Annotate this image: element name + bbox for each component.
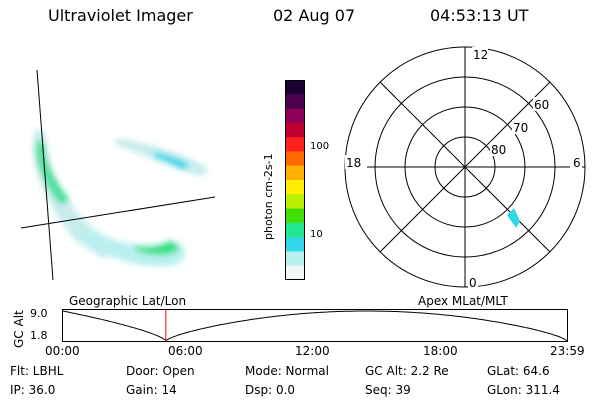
- colorbar-segment: [285, 108, 305, 124]
- timeline-y-min: 1.8: [30, 329, 48, 342]
- status-seq: Seq: 39: [365, 383, 411, 397]
- mlt-label-0: 0: [469, 276, 477, 290]
- altitude-curve: [62, 310, 568, 342]
- colorbar-segment: [285, 122, 305, 138]
- polar-plot: 12 18 6 0 60 70 80: [344, 46, 586, 290]
- timeline-axis-title: GC Alt: [12, 310, 26, 348]
- timeline-label-0600: 06:00: [168, 344, 203, 358]
- observation-time: 04:53:13 UT: [430, 6, 529, 25]
- status-gc-alt: GC Alt: 2.2 Re: [365, 364, 449, 378]
- mlat-label-80: 80: [491, 143, 506, 157]
- longitude-line: [36, 69, 54, 281]
- aurora-core-left: [35, 140, 70, 205]
- colorbar-segment: [285, 237, 305, 252]
- observation-date: 02 Aug 07: [273, 6, 356, 25]
- instrument-title: Ultraviolet Imager: [48, 6, 193, 25]
- status-gain: Gain: 14: [126, 383, 177, 397]
- colorbar-segment: [285, 222, 305, 238]
- timeline-y-max: 9.0: [30, 307, 48, 320]
- timeline-caption-apex: Apex MLat/MLT: [418, 294, 508, 308]
- polar-aurora-patch: [507, 208, 520, 228]
- colorbar-tick-10: 10: [310, 229, 323, 240]
- mlt-line-diagonal-b: [379, 81, 551, 253]
- mlt-label-6: 6: [573, 156, 581, 170]
- aurora-band-left: [32, 130, 110, 260]
- latitude-line: [20, 196, 216, 229]
- timeline-label-0000: 00:00: [45, 344, 80, 358]
- colorbar-segment: [285, 265, 305, 280]
- colorbar-segment: [285, 208, 305, 224]
- timeline-label-1200: 12:00: [295, 344, 330, 358]
- status-mode: Mode: Normal: [245, 364, 329, 378]
- colorbar-segment: [285, 80, 305, 95]
- mlt-label-12: 12: [473, 48, 488, 62]
- mlt-label-18: 18: [346, 156, 361, 170]
- geographic-image: [20, 69, 216, 281]
- status-filter: Flt: LBHL: [10, 364, 64, 378]
- colorbar-segment: [285, 180, 305, 195]
- status-dsp: Dsp: 0.0: [245, 383, 296, 397]
- colorbar: [285, 80, 305, 280]
- timeline-label-1800: 18:00: [423, 344, 458, 358]
- colorbar-segment: [285, 151, 305, 167]
- colorbar-segment: [285, 165, 305, 181]
- colorbar-segment: [285, 94, 305, 110]
- timeline-plot: [62, 309, 568, 342]
- timeline-caption-geographic: Geographic Lat/Lon: [69, 294, 187, 308]
- colorbar-segment: [285, 137, 305, 152]
- mlat-label-70: 70: [513, 121, 528, 135]
- colorbar-unit-label: photon cm-2s-1: [262, 153, 275, 240]
- mlat-label-60: 60: [534, 98, 549, 112]
- status-ip: IP: 36.0: [10, 383, 56, 397]
- aurora-upper-core: [153, 152, 190, 170]
- status-door: Door: Open: [126, 364, 195, 378]
- colorbar-segment: [285, 194, 305, 210]
- colorbar-tick-100: 100: [310, 141, 330, 152]
- colorbar-segment: [285, 251, 305, 267]
- status-glat: GLat: 64.6: [487, 364, 550, 378]
- status-glon: GLon: 311.4: [487, 383, 560, 397]
- timeline-label-2359: 23:59: [550, 344, 585, 358]
- aurora-lower-arc: [75, 230, 185, 267]
- aurora-lower-core: [135, 240, 180, 256]
